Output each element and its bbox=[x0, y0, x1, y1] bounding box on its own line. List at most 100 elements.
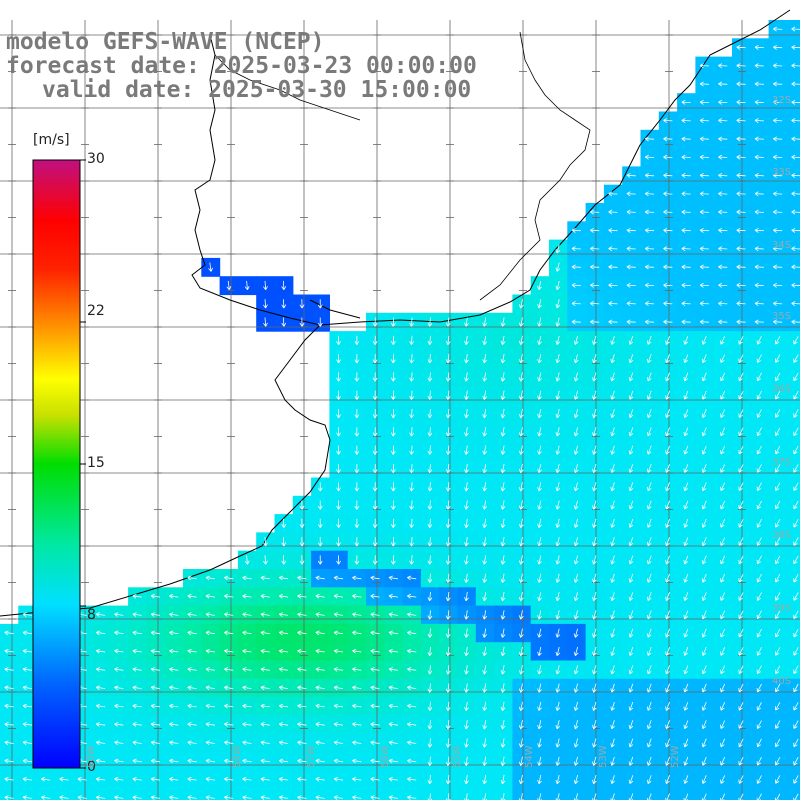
wind-arrow bbox=[370, 685, 380, 691]
wind-arrow bbox=[409, 537, 415, 547]
wind-arrow bbox=[644, 246, 655, 252]
wind-arrow bbox=[482, 408, 488, 419]
wind-arrow bbox=[388, 740, 398, 746]
wind-arrow bbox=[242, 703, 252, 709]
wind-arrow bbox=[628, 775, 634, 785]
wind-arrow bbox=[683, 555, 689, 565]
wind-arrow bbox=[628, 372, 634, 382]
wind-arrow bbox=[555, 463, 561, 473]
wind-arrow bbox=[354, 408, 360, 419]
wind-arrow bbox=[407, 648, 417, 654]
wind-arrow bbox=[793, 683, 799, 693]
wind-cell bbox=[786, 166, 800, 186]
wind-arrow bbox=[278, 740, 289, 746]
wind-arrow bbox=[628, 592, 634, 602]
wind-arrow bbox=[263, 537, 268, 547]
wind-arrow bbox=[370, 648, 380, 654]
wind-arrow bbox=[608, 264, 618, 270]
wind-arrow bbox=[775, 592, 781, 601]
wind-arrow bbox=[683, 610, 689, 620]
wind-arrow bbox=[370, 758, 380, 764]
wind-arrow bbox=[573, 427, 579, 437]
wind-arrow bbox=[22, 648, 32, 654]
wind-arrow bbox=[427, 720, 433, 730]
wind-arrow bbox=[738, 573, 744, 583]
wind-arrow bbox=[317, 317, 323, 327]
wind-arrow bbox=[555, 738, 561, 748]
wind-cell bbox=[750, 569, 770, 588]
wind-arrow bbox=[773, 99, 783, 105]
wind-arrow bbox=[592, 482, 597, 492]
wind-arrow bbox=[644, 227, 655, 233]
wind-arrow bbox=[791, 209, 800, 215]
wind-arrow bbox=[333, 795, 344, 800]
wind-arrow bbox=[370, 703, 380, 709]
wind-arrow bbox=[592, 646, 597, 656]
wind-arrow bbox=[665, 390, 670, 400]
wind-arrow bbox=[701, 592, 707, 601]
wind-arrow bbox=[278, 575, 289, 581]
wind-arrow bbox=[336, 463, 341, 474]
wind-arrow bbox=[699, 191, 710, 197]
wind-arrow bbox=[681, 136, 691, 142]
wind-cell bbox=[164, 788, 184, 800]
wind-arrow bbox=[407, 575, 417, 581]
wind-arrow bbox=[77, 795, 87, 800]
wind-arrow bbox=[464, 445, 469, 455]
wind-arrow bbox=[793, 391, 799, 400]
wind-arrow bbox=[736, 246, 746, 252]
wind-arrow bbox=[791, 173, 800, 178]
wind-arrow bbox=[205, 795, 215, 800]
wind-arrow bbox=[718, 136, 728, 142]
wind-arrow bbox=[720, 555, 726, 565]
wind-arrow bbox=[132, 740, 142, 746]
wind-arrow bbox=[336, 555, 341, 565]
wind-cell bbox=[292, 788, 312, 800]
wind-arrow bbox=[263, 555, 268, 565]
wind-arrow bbox=[699, 99, 710, 105]
wind-arrow bbox=[590, 246, 600, 252]
wind-arrow bbox=[278, 630, 289, 636]
lon-label-52w: 52W bbox=[670, 745, 681, 768]
wind-arrow bbox=[573, 720, 579, 730]
wind-arrow bbox=[518, 665, 524, 675]
wind-arrow bbox=[59, 776, 69, 782]
wind-arrow bbox=[299, 500, 305, 510]
wind-arrow bbox=[699, 264, 710, 270]
wind-arrow bbox=[644, 154, 655, 160]
wind-arrow bbox=[793, 464, 799, 473]
wind-arrow bbox=[610, 738, 615, 748]
wind-arrow bbox=[628, 482, 634, 492]
wind-arrow bbox=[445, 354, 451, 364]
wind-arrow bbox=[208, 262, 213, 272]
wind-arrow bbox=[299, 299, 305, 309]
wind-arrow bbox=[775, 445, 781, 455]
wind-arrow bbox=[773, 246, 783, 252]
wind-cell bbox=[732, 788, 751, 800]
wind-arrow bbox=[738, 628, 744, 638]
wind-arrow bbox=[333, 612, 344, 617]
wind-arrow bbox=[683, 573, 689, 583]
wind-arrow bbox=[315, 758, 325, 764]
wind-arrow bbox=[464, 756, 469, 766]
wind-arrow bbox=[756, 756, 762, 766]
wind-arrow bbox=[646, 646, 652, 656]
wind-arrow bbox=[95, 795, 106, 800]
wind-arrow bbox=[464, 701, 469, 711]
wind-arrow bbox=[482, 701, 488, 711]
coastline bbox=[0, 9, 791, 617]
wind-arrow bbox=[683, 592, 689, 601]
wind-arrow bbox=[333, 648, 344, 654]
wind-arrow bbox=[464, 720, 469, 730]
wind-arrow bbox=[701, 573, 707, 583]
wind-arrow bbox=[482, 628, 488, 638]
wind-cell bbox=[732, 642, 751, 662]
wind-cell bbox=[732, 331, 751, 350]
wind-arrow bbox=[407, 685, 417, 691]
wind-cell bbox=[677, 788, 696, 800]
wind-arrow bbox=[626, 319, 636, 325]
wind-arrow bbox=[571, 264, 581, 270]
wind-arrow bbox=[775, 628, 781, 638]
wind-arrow bbox=[681, 319, 691, 325]
wind-arrow bbox=[150, 667, 161, 672]
